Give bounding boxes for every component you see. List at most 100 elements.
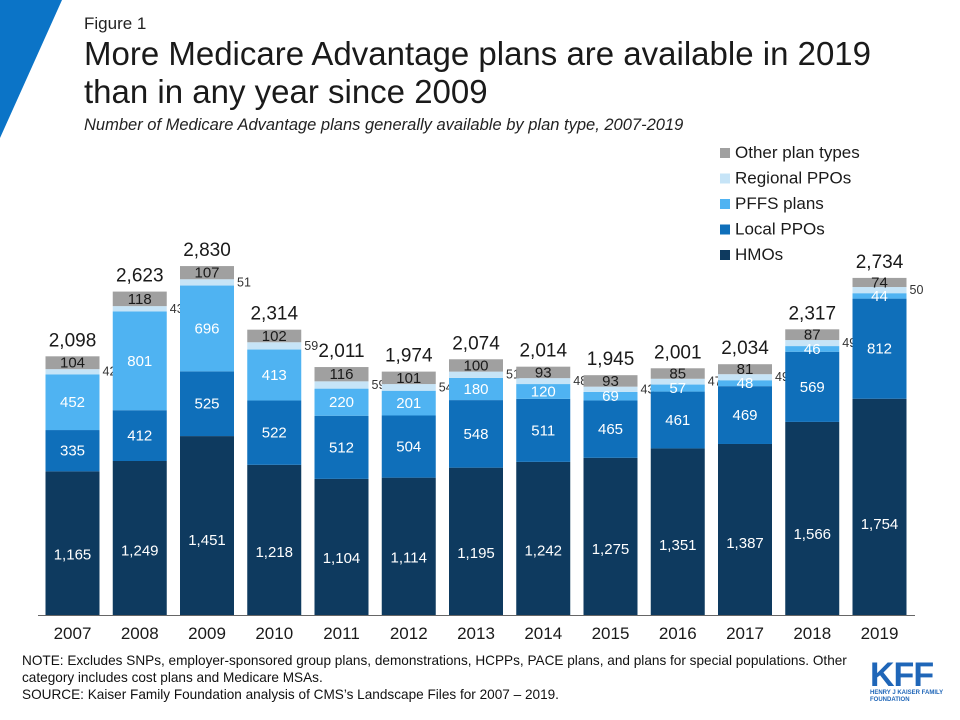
bar-segment-hmos <box>583 457 638 615</box>
x-tick-label: 2018 <box>793 624 831 643</box>
stacked-bar-chart: 1,165335452421042,09820071,2494128014311… <box>38 143 924 643</box>
segment-label: 120 <box>531 383 556 400</box>
x-tick-label: 2008 <box>121 624 159 643</box>
bar-segment-other-plan-types <box>180 266 234 280</box>
bar-segment-hmos <box>314 478 369 615</box>
bar-segment-regional-ppos <box>516 378 571 385</box>
bar-segment-pffs-plans <box>852 293 907 299</box>
segment-label: 696 <box>194 320 219 337</box>
x-tick-label: 2009 <box>188 624 226 643</box>
bar-segment-regional-ppos <box>314 381 369 389</box>
total-label: 1,945 <box>587 349 635 370</box>
segment-label: 107 <box>194 265 219 282</box>
segment-label: 48 <box>737 375 754 392</box>
segment-label: 87 <box>804 327 821 344</box>
segment-label: 335 <box>60 443 85 460</box>
x-tick-label: 2015 <box>592 624 630 643</box>
bar-segment-hmos <box>785 421 840 615</box>
bar-segment-local-ppos <box>852 298 907 399</box>
bar-segment-regional-ppos <box>112 306 167 312</box>
segment-label: 1,451 <box>188 532 226 549</box>
segment-label: 57 <box>669 380 686 397</box>
bar-segment-other-plan-types <box>583 375 638 387</box>
segment-label: 180 <box>463 381 488 398</box>
segment-label: 44 <box>871 288 888 305</box>
bar-segment-other-plan-types <box>449 359 503 372</box>
bar-segment-hmos <box>852 398 907 615</box>
segment-label: 81 <box>737 361 754 378</box>
legend-label: HMOs <box>735 245 783 264</box>
bar-segment-pffs-plans <box>247 349 302 401</box>
total-label: 2,001 <box>654 342 702 363</box>
segment-label: 220 <box>329 394 354 411</box>
x-tick-label: 2016 <box>659 624 697 643</box>
segment-label: 1,249 <box>121 542 159 559</box>
segment-label: 512 <box>329 439 354 456</box>
figure-label: Figure 1 <box>84 14 147 33</box>
bar-segment-regional-ppos <box>45 369 100 375</box>
total-label: 2,034 <box>721 338 769 359</box>
bar-segment-pffs-plans <box>516 384 571 399</box>
bar-segment-pffs-plans <box>180 285 234 372</box>
kff-logo: KFF HENRY J KAISER FAMILY FOUNDATION <box>870 658 950 704</box>
bar-segment-pffs-plans <box>314 388 369 416</box>
segment-label: 118 <box>128 291 152 308</box>
bar-segment-hmos <box>718 443 772 615</box>
note-text: NOTE: Excludes SNPs, employer-sponsored … <box>22 653 847 685</box>
page-title: More Medicare Advantage plans are availa… <box>84 35 872 110</box>
legend-swatch-hmos <box>720 250 730 260</box>
bar-segment-other-plan-types <box>650 368 705 379</box>
total-label: 2,011 <box>318 341 364 362</box>
bar-segment-regional-ppos <box>718 374 772 381</box>
bar-segment-local-ppos <box>650 391 705 449</box>
bar-segment-local-ppos <box>247 400 302 465</box>
bar-segment-hmos <box>381 477 436 615</box>
segment-label: 413 <box>262 367 287 384</box>
bar-segment-regional-ppos <box>381 384 436 391</box>
segment-label: 522 <box>262 425 287 442</box>
bar-segment-hmos <box>180 436 234 615</box>
segment-label: 102 <box>262 328 287 345</box>
bar-segment-pffs-plans <box>381 390 436 416</box>
x-tick-label: 2019 <box>861 624 899 643</box>
segment-label: 812 <box>867 341 892 358</box>
segment-label: 1,242 <box>524 543 562 560</box>
legend-label: Other plan types <box>735 143 860 162</box>
bar-segment-pffs-plans <box>785 346 840 352</box>
regional-ppo-label: 50 <box>910 283 924 297</box>
segment-label: 801 <box>127 353 152 370</box>
bar-segment-pffs-plans <box>583 391 638 401</box>
segment-label: 1,195 <box>457 545 495 562</box>
bar-segment-regional-ppos <box>583 386 638 392</box>
segment-label: 548 <box>463 426 488 443</box>
x-tick-label: 2007 <box>54 624 92 643</box>
bar-segment-other-plan-types <box>516 366 571 379</box>
segment-label: 85 <box>669 366 686 383</box>
legend-swatch-other-plan-types <box>720 148 730 158</box>
legend-label: Regional PPOs <box>735 169 851 188</box>
segment-label: 104 <box>60 355 85 372</box>
x-tick-label: 2010 <box>255 624 293 643</box>
bar-segment-regional-ppos <box>180 279 234 286</box>
segment-label: 511 <box>531 422 555 439</box>
source-text: SOURCE: Kaiser Family Foundation analysi… <box>22 687 559 702</box>
total-label: 2,623 <box>116 266 164 287</box>
bar-segment-regional-ppos <box>785 340 840 347</box>
segment-label: 1,218 <box>255 544 293 561</box>
bar-segment-other-plan-types <box>381 371 436 385</box>
total-label: 2,734 <box>856 252 904 273</box>
bar-segment-local-ppos <box>112 410 167 461</box>
bar-segment-hmos <box>112 460 167 615</box>
total-label: 2,014 <box>519 341 567 362</box>
segment-label: 74 <box>871 274 888 291</box>
bar-segment-pffs-plans <box>449 377 503 401</box>
segment-label: 93 <box>602 373 619 390</box>
bar-segment-local-ppos <box>785 351 840 422</box>
bar-segment-local-ppos <box>45 430 100 472</box>
bar-segment-regional-ppos <box>852 287 907 294</box>
bar-segment-other-plan-types <box>718 364 772 375</box>
segment-label: 1,387 <box>726 535 764 552</box>
segment-label: 1,275 <box>592 541 630 558</box>
segment-label: 116 <box>330 366 354 383</box>
legend-label: PFFS plans <box>735 194 824 213</box>
